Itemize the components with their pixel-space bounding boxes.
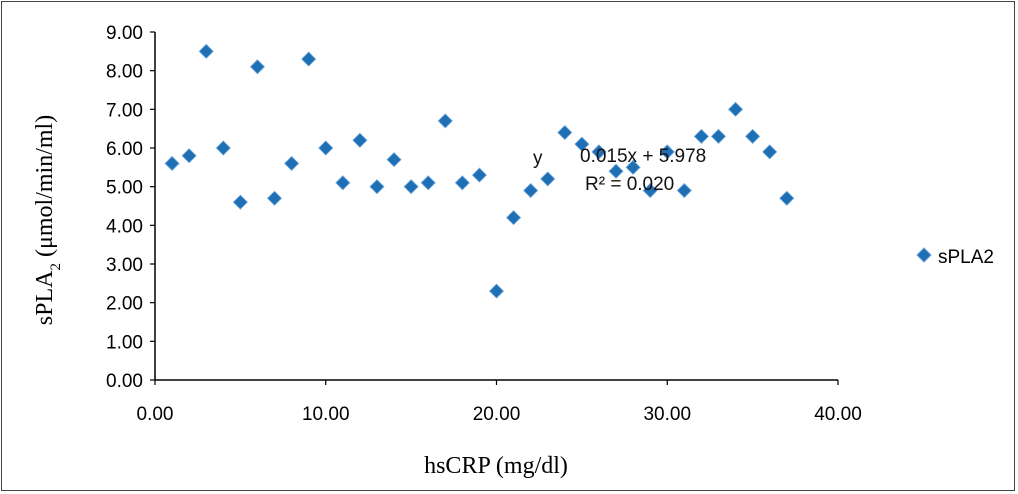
data-point-marker [506, 210, 522, 226]
y-axis-ticks: 0.00 1.00 2.00 3.00 4.00 5.00 6.00 7.00 8.00 9.00 [106, 23, 155, 392]
data-point-marker [420, 175, 436, 191]
trendline-equation-line2: R² = 0.020 [585, 174, 674, 195]
legend-marker-icon [916, 247, 932, 263]
y-tick-label: 9.00 [106, 23, 143, 44]
data-point-marker [779, 190, 795, 206]
y-tick-label: 6.00 [106, 139, 143, 160]
y-tick-label: 8.00 [106, 62, 143, 83]
data-point-marker [437, 113, 453, 129]
legend: sPLA2 [916, 247, 994, 268]
data-point-marker [540, 171, 556, 187]
data-point-marker [557, 124, 573, 141]
data-point-marker [266, 190, 283, 206]
x-tick-label: 10.00 [302, 404, 350, 425]
data-point-marker [523, 182, 539, 199]
legend-label: sPLA2 [938, 247, 994, 268]
data-point-marker [642, 182, 658, 199]
data-point-marker [488, 283, 505, 299]
x-tick-label: 20.00 [473, 404, 521, 425]
data-point-marker [608, 163, 624, 179]
x-axis-title: hsCRP (mg/dl) [424, 453, 568, 479]
data-point-marker [659, 144, 675, 160]
data-points [164, 43, 795, 299]
data-point-marker [574, 136, 590, 152]
x-tick-label: 0.00 [137, 404, 174, 425]
data-point-marker [710, 128, 727, 144]
trendline-equation: y 0.015x + 5.978 R² = 0.020 [533, 146, 706, 195]
data-point-marker [386, 152, 402, 168]
data-point-marker [181, 148, 197, 164]
data-point-marker [215, 140, 231, 156]
data-point-marker [471, 167, 487, 183]
data-point-marker [249, 59, 266, 75]
y-tick-label: 4.00 [106, 216, 143, 237]
data-point-marker [676, 182, 692, 199]
x-tick-label: 30.00 [643, 404, 691, 425]
y-axis-title-main: sPLA [32, 270, 58, 325]
data-point-marker [232, 194, 248, 210]
data-point-marker [164, 155, 180, 172]
data-point-marker [301, 51, 317, 67]
y-tick-label: 2.00 [106, 294, 143, 315]
y-tick-label: 7.00 [106, 100, 143, 121]
y-axis-title-units: (μmol/min/ml) [32, 115, 58, 263]
data-point-marker [318, 140, 334, 156]
data-point-marker [403, 179, 419, 195]
data-point-marker [727, 101, 744, 117]
data-point-marker [625, 159, 641, 175]
trendline-y-symbol: y [533, 148, 543, 169]
y-tick-label: 5.00 [106, 178, 143, 199]
data-point-marker [762, 144, 778, 160]
data-point-marker [454, 175, 470, 191]
y-tick-label: 0.00 [106, 371, 143, 392]
x-axis-ticks: 0.00 10.00 20.00 30.00 40.00 [137, 380, 862, 425]
data-point-marker [284, 155, 300, 172]
x-tick-label: 40.00 [814, 404, 862, 425]
y-axis-title-subscript: 2 [48, 263, 64, 271]
y-tick-label: 1.00 [106, 332, 143, 353]
y-tick-label: 3.00 [106, 255, 143, 276]
data-point-marker [745, 128, 761, 144]
data-point-marker [693, 128, 709, 144]
data-point-marker [369, 179, 385, 195]
data-point-marker [591, 144, 607, 160]
trendline-equation-line1: 0.015x + 5.978 [580, 146, 706, 167]
y-axis-title: sPLA2 (μmol/min/ml) [32, 115, 64, 325]
data-point-marker [352, 132, 368, 148]
data-point-marker [198, 43, 214, 59]
data-point-marker [335, 175, 351, 191]
